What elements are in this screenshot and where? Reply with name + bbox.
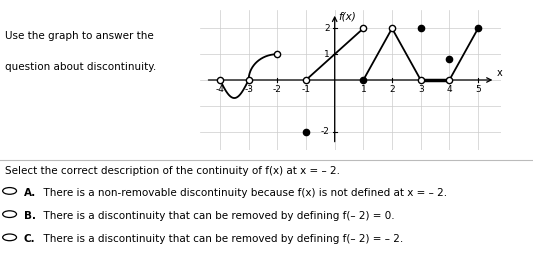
Text: 5: 5 bbox=[475, 85, 481, 94]
Text: 2: 2 bbox=[389, 85, 395, 94]
Text: -1: -1 bbox=[302, 85, 311, 94]
Text: There is a discontinuity that can be removed by defining f(– 2) = – 2.: There is a discontinuity that can be rem… bbox=[37, 234, 403, 244]
Text: 1: 1 bbox=[360, 85, 366, 94]
Text: There is a non-removable discontinuity because f(x) is not defined at x = – 2.: There is a non-removable discontinuity b… bbox=[37, 188, 447, 198]
Text: -2: -2 bbox=[273, 85, 282, 94]
Text: question about discontinuity.: question about discontinuity. bbox=[5, 62, 157, 72]
Text: A.: A. bbox=[24, 188, 36, 198]
Text: -2: -2 bbox=[321, 127, 329, 136]
Text: Select the correct description of the continuity of f(x) at x = – 2.: Select the correct description of the co… bbox=[5, 166, 341, 176]
Text: C.: C. bbox=[24, 234, 36, 244]
Text: f(x): f(x) bbox=[338, 12, 356, 22]
Text: x: x bbox=[497, 68, 503, 78]
Text: Use the graph to answer the: Use the graph to answer the bbox=[5, 31, 154, 41]
Text: There is a discontinuity that can be removed by defining f(– 2) = 0.: There is a discontinuity that can be rem… bbox=[37, 211, 395, 221]
Text: 3: 3 bbox=[418, 85, 424, 94]
Text: -3: -3 bbox=[244, 85, 253, 94]
Text: 4: 4 bbox=[447, 85, 452, 94]
Text: B.: B. bbox=[24, 211, 36, 221]
Text: 1: 1 bbox=[324, 50, 329, 59]
Text: 2: 2 bbox=[324, 24, 329, 33]
Text: -4: -4 bbox=[215, 85, 224, 94]
